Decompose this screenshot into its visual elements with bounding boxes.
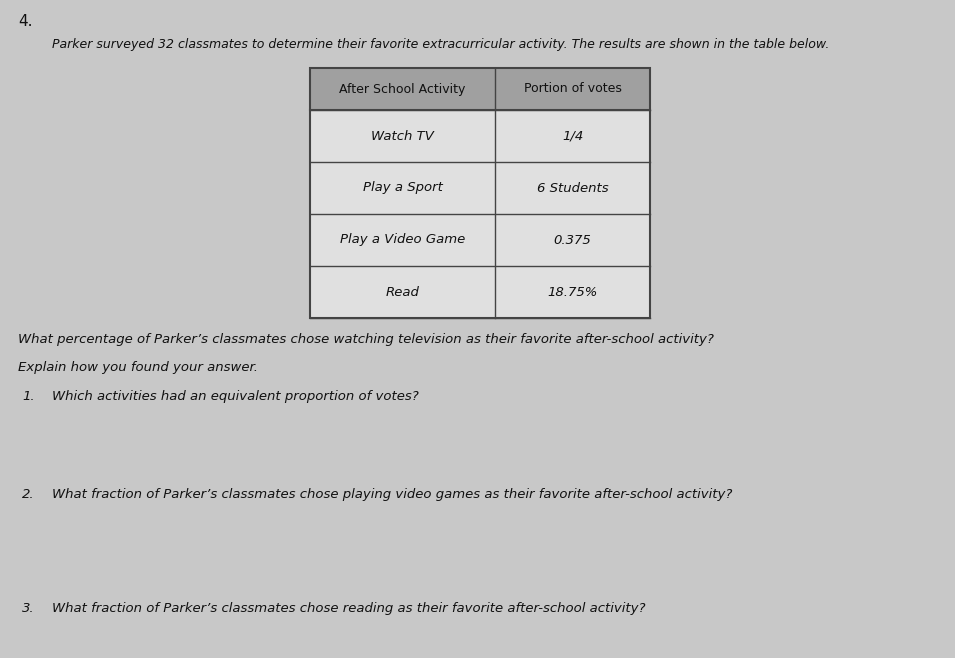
Text: 1/4: 1/4	[562, 130, 584, 143]
Bar	[310, 214, 650, 266]
Text: Parker surveyed 32 classmates to determine their favorite extracurricular activi: Parker surveyed 32 classmates to determi…	[52, 38, 829, 51]
Text: 0.375: 0.375	[554, 234, 591, 247]
Text: 3.: 3.	[22, 602, 34, 615]
Text: After School Activity: After School Activity	[339, 82, 466, 95]
Text: What fraction of Parker’s classmates chose reading as their favorite after-schoo: What fraction of Parker’s classmates cho…	[52, 602, 646, 615]
Text: Which activities had an equivalent proportion of votes?: Which activities had an equivalent propo…	[52, 390, 418, 403]
Text: 4.: 4.	[18, 14, 32, 29]
Text: 6 Students: 6 Students	[537, 182, 608, 195]
Bar	[310, 110, 650, 162]
Text: Explain how you found your answer.: Explain how you found your answer.	[18, 361, 258, 374]
Bar	[310, 68, 650, 318]
Text: 18.75%: 18.75%	[547, 286, 598, 299]
Text: What fraction of Parker’s classmates chose playing video games as their favorite: What fraction of Parker’s classmates cho…	[52, 488, 732, 501]
Text: Play a Sport: Play a Sport	[363, 182, 442, 195]
Text: What percentage of Parker’s classmates chose watching television as their favori: What percentage of Parker’s classmates c…	[18, 333, 714, 346]
Text: Read: Read	[386, 286, 419, 299]
Bar	[310, 162, 650, 214]
Text: 1.: 1.	[22, 390, 34, 403]
Bar	[310, 266, 650, 318]
Text: Play a Video Game: Play a Video Game	[340, 234, 465, 247]
Text: Portion of votes: Portion of votes	[523, 82, 622, 95]
Bar	[310, 68, 650, 110]
Text: 2.: 2.	[22, 488, 34, 501]
Text: Watch TV: Watch TV	[371, 130, 434, 143]
